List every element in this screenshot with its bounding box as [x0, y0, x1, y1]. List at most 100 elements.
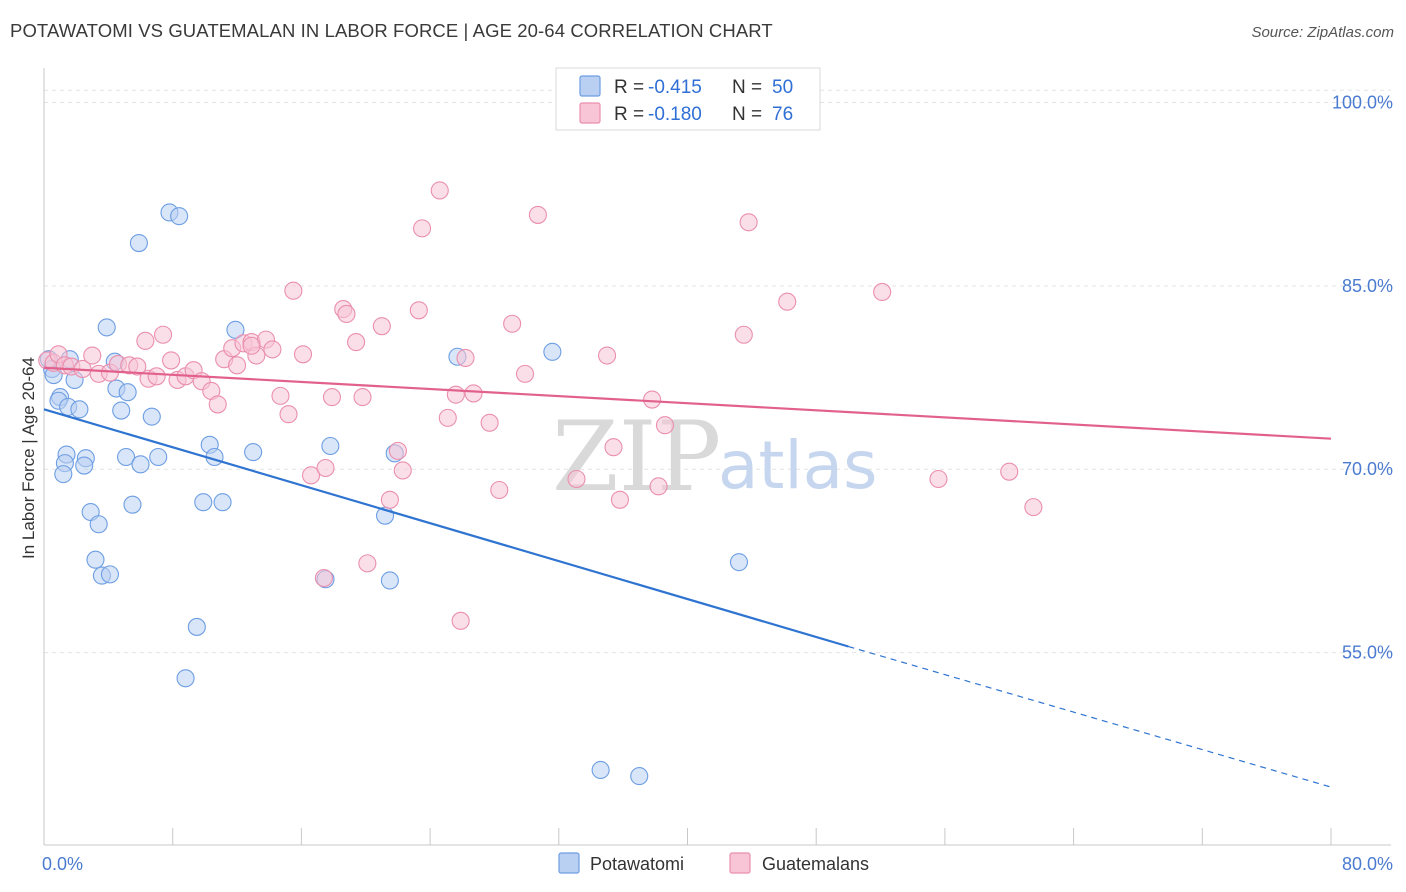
guatemalans-point-6	[83, 346, 102, 365]
guatemalans-point-30	[263, 340, 282, 359]
potawatomi-point-48	[630, 767, 649, 786]
axes	[43, 68, 1391, 846]
guatemalans-point-58	[528, 205, 547, 224]
guatemalans-point-31	[271, 386, 290, 405]
stats-legend-n-label-2: N =	[732, 104, 767, 125]
guatemalans-point-50	[438, 408, 457, 427]
y-tick-label-2: 70.0%	[1342, 459, 1393, 479]
guatemalans-point-35	[302, 466, 321, 485]
guatemalans-point-65	[655, 416, 675, 435]
potawatomi-point-26	[123, 495, 142, 514]
guatemalans-point-43	[372, 317, 391, 336]
guatemalans-point-34	[293, 345, 313, 364]
data-points	[38, 181, 1043, 786]
watermark-atlas: atlas	[718, 427, 878, 504]
guatemalans-point-37	[322, 388, 342, 407]
potawatomi-point-23	[244, 443, 263, 462]
y-tick-label-3: 55.0%	[1342, 643, 1393, 663]
guatemalans-point-41	[353, 388, 372, 407]
potawatomi-point-25	[89, 515, 108, 534]
guatemalans-point-11	[128, 357, 147, 376]
guatemalans-point-32	[279, 405, 298, 424]
x-tick-labels: 0.0% 80.0%	[42, 854, 1393, 874]
trend-lines	[43, 366, 1332, 788]
guatemalans-point-40	[347, 333, 366, 352]
potawatomi-point-39	[321, 436, 340, 456]
guatemalans-point-47	[409, 301, 428, 320]
guatemalans-point-53	[464, 384, 483, 403]
guatemalans-point-33	[284, 281, 303, 300]
potawatomi-point-28	[213, 493, 232, 512]
stats-legend-r-label-2: R =	[614, 104, 649, 125]
guatemalans-point-25	[228, 356, 247, 375]
potawatomi-point-38	[226, 320, 245, 339]
guatemalans-point-51	[446, 385, 465, 404]
guatemalans-point-64	[649, 477, 668, 496]
series-legend: Potawatomi Guatemalans	[558, 852, 869, 874]
source-label: Source: ZipAtlas.com	[1251, 24, 1394, 41]
potawatomi-point-19	[149, 447, 168, 467]
guatemalans-point-68	[778, 292, 797, 311]
stats-legend-r-value-2: -0.180	[648, 104, 702, 125]
potawatomi-point-47	[591, 760, 610, 780]
guatemalans-point-14	[147, 367, 166, 386]
x-tick-label-1: 80.0%	[1342, 854, 1393, 874]
stats-legend-swatch-guatemalans	[579, 102, 601, 124]
potawatomi-point-12	[142, 407, 161, 426]
series-legend-swatch-guatemalans	[729, 852, 751, 874]
guatemalans-point-60	[598, 346, 617, 365]
guatemalans-point-52	[456, 348, 475, 368]
guatemalans-point-63	[643, 390, 662, 409]
guatemalans-point-42	[358, 554, 377, 573]
guatemalans-point-46	[393, 461, 412, 480]
guatemalans-point-49	[430, 181, 449, 200]
potawatomi-point-18	[116, 447, 136, 467]
potawatomi-point-10	[118, 383, 137, 402]
potawatomi-point-32	[187, 617, 206, 636]
potawatomi-point-34	[129, 233, 148, 253]
guatemalans-point-15	[153, 325, 173, 344]
x-tick-label-0: 0.0%	[42, 854, 83, 874]
series-legend-swatch-potawatomi	[558, 852, 580, 874]
potawatomi-point-20	[131, 455, 150, 474]
guatemalans-point-72	[1024, 498, 1043, 517]
potawatomi-point-45	[543, 342, 562, 361]
series-legend-label-potawatomi: Potawatomi	[590, 854, 684, 874]
watermark-zip: ZIP	[552, 401, 721, 513]
stats-legend: R = -0.415 N = 50 R = -0.180 N = 76	[555, 67, 821, 131]
series-legend-label-guatemalans: Guatemalans	[762, 854, 869, 874]
potawatomi-trend-extension	[848, 645, 1332, 788]
guatemalans-point-44	[380, 490, 399, 509]
guatemalans-point-75	[242, 336, 261, 355]
guatemalans-point-67	[739, 213, 758, 232]
guatemalans-point-74	[451, 611, 470, 630]
stats-legend-swatch-potawatomi	[579, 75, 601, 97]
guatemalans-point-45	[388, 441, 407, 460]
guatemalans-point-48	[413, 219, 432, 238]
guatemalans-point-54	[480, 413, 499, 432]
guatemalans-point-12	[136, 331, 155, 350]
stats-legend-r-label-1: R =	[614, 77, 649, 98]
potawatomi-point-6	[70, 400, 89, 419]
guatemalans-point-39	[337, 304, 356, 324]
guatemalans-point-61	[604, 438, 623, 457]
guatemalans-point-36	[316, 458, 335, 478]
guatemalans-point-70	[929, 469, 948, 489]
potawatomi-point-42	[380, 571, 399, 590]
guatemalans-point-62	[610, 490, 629, 509]
stats-legend-n-label-1: N =	[732, 77, 767, 98]
guatemalans-point-73	[314, 568, 333, 588]
potawatomi-point-46	[729, 553, 749, 572]
chart-title: POTAWATOMI VS GUATEMALAN IN LABOR FORCE …	[10, 20, 773, 41]
y-tick-label-1: 85.0%	[1342, 276, 1393, 296]
guatemalans-point-22	[208, 395, 227, 414]
stats-legend-n-value-2: 76	[772, 104, 793, 125]
guatemalans-point-57	[515, 364, 535, 383]
guatemalans-point-66	[734, 325, 753, 344]
potawatomi-point-16	[54, 465, 73, 484]
guatemalans-point-55	[490, 480, 509, 500]
guatemalans-point-71	[1000, 462, 1019, 481]
stats-legend-n-value-1: 50	[772, 77, 793, 98]
guatemalans-point-16	[162, 351, 181, 370]
guatemalans-trend-line	[43, 366, 1332, 440]
